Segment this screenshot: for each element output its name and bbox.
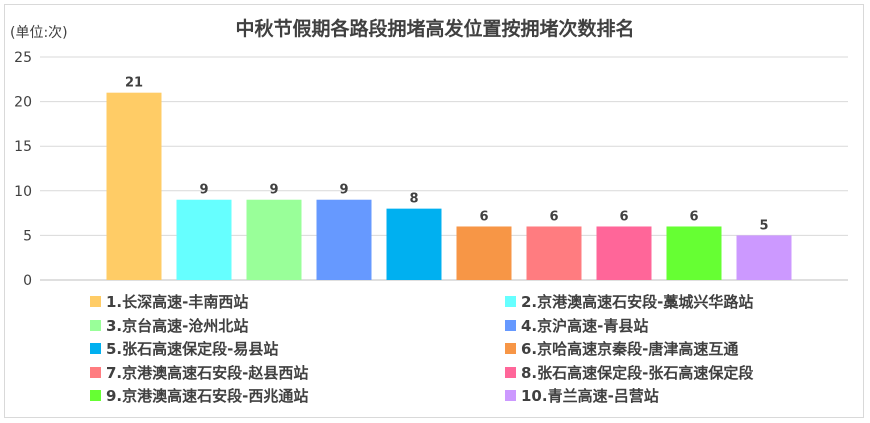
y-tick-label: 20 [14,95,32,111]
bar-1 [106,92,162,281]
data-label-4: 9 [339,183,348,198]
data-label-2: 9 [199,183,208,198]
data-label-5: 8 [409,192,418,207]
y-tick-label: 25 [14,50,32,66]
data-label-1: 21 [125,76,143,91]
bar-2 [176,199,232,280]
y-tick-label: 10 [14,184,32,200]
bar-10 [736,235,792,280]
bar-6 [456,226,512,280]
data-label-3: 9 [269,183,278,198]
y-tick-label: 0 [23,273,32,289]
data-label-7: 6 [549,209,558,224]
bar-9 [666,226,722,280]
bar-4 [316,199,372,280]
data-label-8: 6 [619,209,628,224]
bar-8 [596,226,652,280]
data-label-9: 6 [689,209,698,224]
y-tick-label: 5 [23,228,32,244]
data-label-10: 5 [759,218,768,233]
unit-label: (单位:次) [10,25,68,41]
bar-7 [526,226,582,280]
data-label-6: 6 [479,209,488,224]
chart-title: 中秋节假期各路段拥堵高发位置按拥堵次数排名 [235,18,635,40]
y-tick-label: 15 [14,139,32,155]
bar-5 [386,208,442,280]
bar-3 [246,199,302,280]
